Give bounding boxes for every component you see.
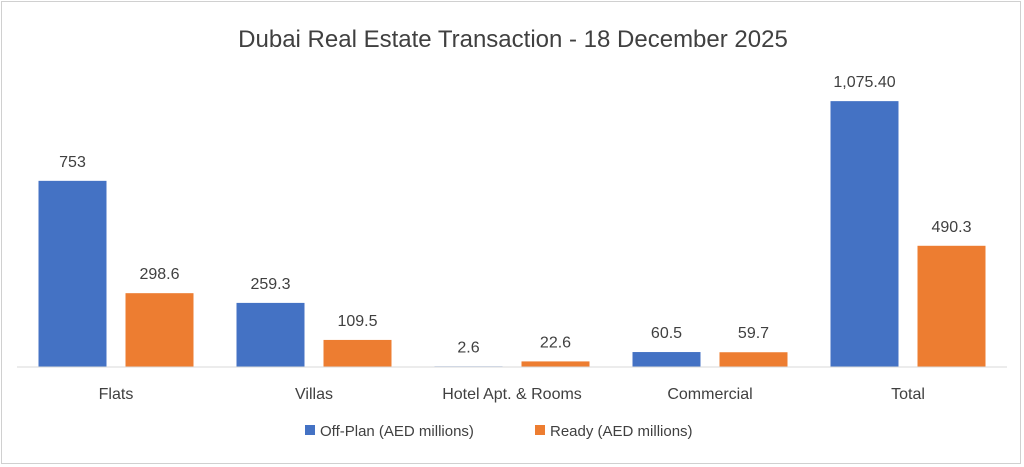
- legend: Off-Plan (AED millions) Ready (AED millio…: [305, 423, 693, 440]
- legend-swatch-ready: [535, 425, 545, 435]
- bar-off-plan-commercial: [632, 352, 701, 367]
- bars-layer: [38, 101, 986, 368]
- data-label-off-plan-flats: 753: [59, 154, 86, 171]
- bar-ready-villas: [323, 339, 392, 367]
- data-label-off-plan-villas: 259.3: [250, 276, 290, 293]
- bar-off-plan-flats: [38, 180, 107, 367]
- category-label-villas: Villas: [295, 386, 333, 403]
- chart-title: Dubai Real Estate Transaction - 18 Decem…: [238, 26, 788, 53]
- legend-swatch-off-plan: [305, 425, 315, 435]
- legend-label-ready: Ready (AED millions): [550, 423, 693, 440]
- category-label-total: Total: [891, 386, 925, 403]
- legend-label-off-plan: Off-Plan (AED millions): [320, 423, 474, 440]
- data-label-ready-villas: 109.5: [337, 313, 377, 330]
- bar-ready-total: [917, 245, 986, 367]
- category-label-commercial: Commercial: [667, 386, 752, 403]
- bar-off-plan-villas: [236, 302, 305, 367]
- bar-ready-flats: [125, 293, 194, 367]
- category-label-hotel-apt-rooms: Hotel Apt. & Rooms: [442, 386, 582, 403]
- data-label-off-plan-total: 1,075.40: [833, 74, 895, 91]
- data-label-ready-commercial: 59.7: [738, 325, 769, 342]
- data-label-ready-total: 490.3: [931, 219, 971, 236]
- bar-ready-commercial: [719, 352, 788, 367]
- category-label-flats: Flats: [99, 386, 134, 403]
- data-label-off-plan-hotel-apt-rooms: 2.6: [457, 339, 479, 356]
- data-label-ready-hotel-apt-rooms: 22.6: [540, 334, 571, 351]
- data-label-ready-flats: 298.6: [139, 266, 179, 283]
- bar-off-plan-total: [830, 101, 899, 368]
- bar-ready-hotel-apt-rooms: [521, 361, 590, 367]
- data-label-off-plan-commercial: 60.5: [651, 325, 682, 342]
- labels-layer: 753 298.6 Flats 259.3 109.5 Villas 2.6 22.6 Hote…: [59, 74, 971, 403]
